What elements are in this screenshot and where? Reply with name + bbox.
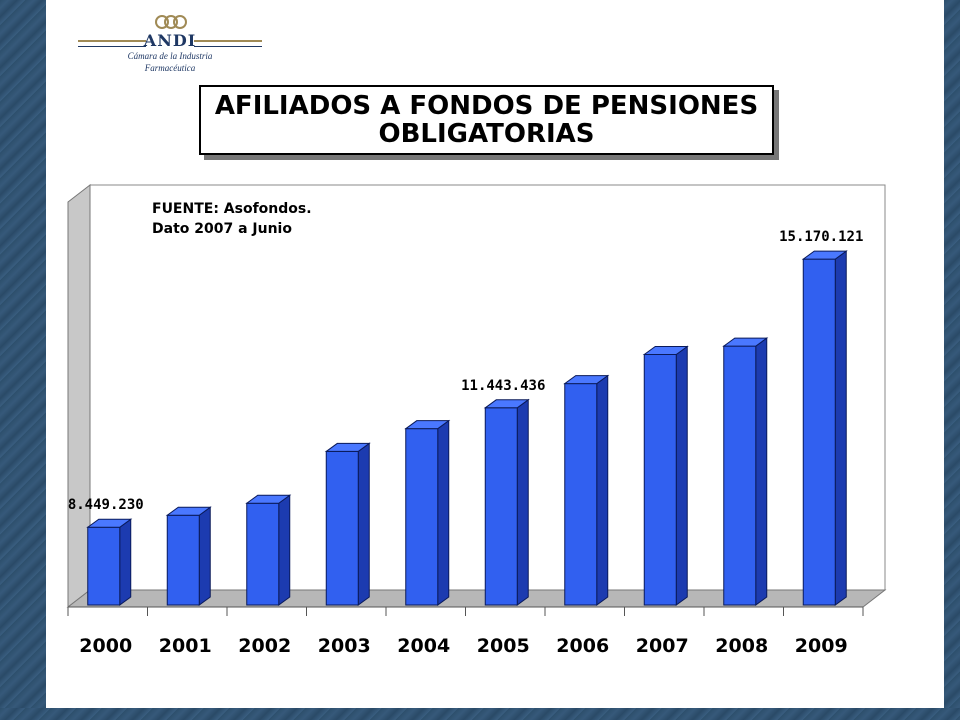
source-note-line-1: FUENTE: Asofondos. (152, 201, 312, 217)
bottom-decorative-band (0, 708, 960, 720)
bar-side (198, 506, 211, 606)
x-tick-label-2001: 2001 (158, 635, 212, 657)
bar-side (596, 374, 609, 606)
bar-top (642, 345, 689, 355)
bar-side (278, 494, 291, 606)
bar-2005 (483, 398, 530, 606)
bar-side (516, 398, 529, 606)
bar-2007 (642, 345, 689, 606)
bar-side (119, 518, 132, 606)
x-tick-label-2009: 2009 (794, 635, 848, 657)
bar-front (484, 407, 518, 606)
bar-side (834, 250, 847, 606)
x-tick-label-2006: 2006 (556, 635, 610, 657)
bar-side (357, 442, 370, 606)
right-decorative-band (944, 0, 960, 720)
bar-2003 (324, 442, 371, 606)
bar-front (723, 345, 757, 606)
logo-subtitle-1: Cámara de la Industria (127, 51, 213, 61)
andi-logo: ANDI Cámara de la Industria Farmacéutica (78, 14, 262, 74)
bar-2006 (563, 374, 610, 606)
bar-side (675, 345, 688, 606)
logo-circles-icon (155, 15, 187, 29)
x-tick-label-2007: 2007 (635, 635, 689, 657)
bar-front (802, 258, 836, 606)
bar-front (246, 502, 280, 606)
chart-title-line-1: AFILIADOS A FONDOS DE PENSIONES (214, 91, 759, 121)
x-tick-label-2002: 2002 (238, 635, 292, 657)
chart-title-box: AFILIADOS A FONDOS DE PENSIONES OBLIGATO… (199, 85, 774, 155)
bar-top (245, 494, 292, 504)
data-label-2009: 15.170.121 (779, 229, 863, 245)
logo-name: ANDI (143, 31, 197, 50)
bar-top (86, 518, 133, 528)
bar-front (643, 353, 677, 606)
bar-top (404, 420, 451, 430)
logo-subtitle-2: Farmacéutica (144, 63, 196, 73)
bar-side (437, 419, 450, 606)
x-tick-label-2008: 2008 (715, 635, 769, 657)
chart-title-line-2: OBLIGATORIAS (378, 119, 595, 149)
bar-2002 (245, 494, 292, 606)
bar-top (563, 375, 610, 385)
bar-top (165, 506, 212, 516)
bar-2000 (86, 518, 133, 606)
bar-2004 (404, 419, 451, 606)
bar-top (801, 250, 848, 260)
x-tick-label-2004: 2004 (397, 635, 451, 657)
source-note-line-2: Dato 2007 a Junio (152, 221, 292, 237)
logo-rule-right (194, 40, 262, 47)
x-tick-label-2005: 2005 (476, 635, 530, 657)
x-tick-label-2003: 2003 (317, 635, 371, 657)
bar-2001 (165, 506, 212, 606)
bar-side (755, 337, 768, 606)
bar-top (483, 399, 530, 409)
bar-2009 (801, 250, 848, 606)
bar-front (325, 450, 359, 606)
data-label-2005: 11.443.436 (461, 378, 545, 394)
bar-front (166, 514, 200, 606)
bar-front (87, 526, 121, 606)
bar-front (405, 428, 439, 606)
bar-top (324, 442, 371, 452)
logo-rule-left (78, 40, 146, 47)
bar-top (722, 337, 769, 347)
x-tick-label-2000: 2000 (79, 635, 133, 657)
data-label-2000: 8.449.230 (68, 497, 144, 513)
left-decorative-band (0, 0, 46, 720)
bar-front (564, 383, 598, 606)
chart-side-wall (67, 183, 91, 609)
bar-2008 (722, 337, 769, 606)
